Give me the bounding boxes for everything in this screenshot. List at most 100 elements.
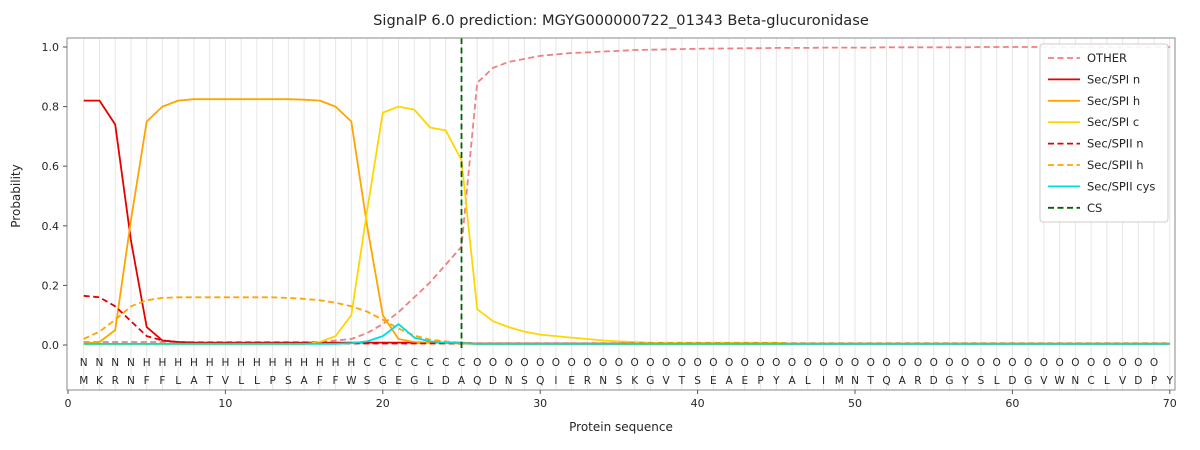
region-letter: H	[221, 357, 229, 369]
region-letter: O	[552, 357, 560, 369]
sequence-letter: R	[112, 375, 119, 387]
region-letter: O	[693, 357, 701, 369]
region-letter: H	[316, 357, 324, 369]
region-letter: O	[930, 357, 938, 369]
region-letter: O	[473, 357, 481, 369]
region-letter: O	[520, 357, 528, 369]
region-letter: C	[411, 357, 418, 369]
sequence-letter: G	[379, 375, 387, 387]
region-letter: O	[819, 357, 827, 369]
sequence-letter: N	[127, 375, 135, 387]
sequence-letter: F	[333, 375, 339, 387]
region-letter: O	[1024, 357, 1032, 369]
sequence-letter: M	[79, 375, 88, 387]
sequence-letter: I	[554, 375, 557, 387]
y-axis-label: Probability	[9, 164, 23, 227]
region-letter: H	[143, 357, 151, 369]
series-sec-spi-n	[83, 99, 1170, 345]
sequence-letter: L	[175, 375, 181, 387]
region-letter: N	[96, 357, 104, 369]
sequence-letter: T	[678, 375, 686, 387]
sequence-letter: R	[914, 375, 921, 387]
sequence-letter: K	[631, 375, 639, 387]
x-tick-label: 40	[691, 397, 705, 410]
region-letter: O	[615, 357, 623, 369]
legend-label: Sec/SPII n	[1087, 137, 1144, 151]
sequence-letter: A	[788, 375, 796, 387]
region-letter: O	[772, 357, 780, 369]
region-letter: H	[269, 357, 277, 369]
x-tick-label: 20	[376, 397, 390, 410]
region-letter: H	[237, 357, 245, 369]
chart-title: SignalP 6.0 prediction: MGYG000000722_01…	[373, 12, 869, 29]
sequence-letter: D	[930, 375, 938, 387]
sequence-letter: S	[616, 375, 623, 387]
region-letter: N	[80, 357, 88, 369]
plot-frame	[66, 37, 1176, 391]
sequence-letter: N	[1071, 375, 1079, 387]
region-letter: C	[426, 357, 433, 369]
legend-label: Sec/SPI h	[1087, 94, 1140, 108]
sequence-letter: F	[144, 375, 150, 387]
region-letter: O	[977, 357, 985, 369]
legend-label: Sec/SPII cys	[1087, 179, 1155, 193]
sequence-letter: Q	[882, 375, 890, 387]
sequence-letter: S	[694, 375, 701, 387]
plot-area: 0.00.20.40.60.81.00 10 20 30 40 50 60 70N N N N H H H…	[42, 37, 1177, 410]
sequence-letter: A	[725, 375, 733, 387]
region-letter: C	[442, 357, 449, 369]
y-tick-label: 0.8	[42, 101, 60, 114]
region-letter: C	[363, 357, 370, 369]
sequence-letter: S	[521, 375, 528, 387]
legend-label: OTHER	[1087, 51, 1127, 65]
sequence-letter: Q	[473, 375, 481, 387]
region-letter: O	[646, 357, 654, 369]
x-tick-label: 50	[848, 397, 862, 410]
series-sec-spi-h	[83, 98, 1170, 346]
sequence-letter: E	[710, 375, 717, 387]
region-letter: O	[835, 357, 843, 369]
sequence-letter: S	[978, 375, 985, 387]
x-tick-label: 60	[1005, 397, 1019, 410]
region-letter: O	[725, 357, 733, 369]
sequence-letter: G	[410, 375, 418, 387]
region-letter: O	[568, 357, 576, 369]
region-letter: H	[158, 357, 166, 369]
sequence-letter: Y	[1166, 375, 1174, 387]
region-letter: O	[1118, 357, 1126, 369]
sequence-letter: E	[395, 375, 402, 387]
region-letter: O	[1134, 357, 1142, 369]
series-sec-spi-c	[83, 105, 1170, 346]
y-tick-label: 0.0	[42, 339, 60, 352]
region-letter: H	[332, 357, 340, 369]
sequence-letter: A	[190, 375, 198, 387]
sequence-letter: D	[442, 375, 450, 387]
region-letter: O	[662, 357, 670, 369]
sequence-letter: P	[757, 375, 763, 387]
region-letter: C	[379, 357, 386, 369]
region-letter: H	[347, 357, 355, 369]
region-letter: O	[1040, 357, 1048, 369]
legend-label: Sec/SPI n	[1087, 72, 1140, 86]
region-letter: O	[961, 357, 969, 369]
region-letter: N	[111, 357, 119, 369]
sequence-letter: N	[599, 375, 607, 387]
region-letter: O	[1103, 357, 1111, 369]
sequence-letter: T	[205, 375, 213, 387]
sequence-letter: W	[1054, 375, 1065, 387]
region-letter: O	[536, 357, 544, 369]
region-letter: O	[993, 357, 1001, 369]
sequence-letter: W	[346, 375, 357, 387]
y-tick-label: 0.4	[42, 220, 60, 233]
region-letter: H	[253, 357, 261, 369]
sequence-letter: E	[568, 375, 575, 387]
legend-box	[1039, 43, 1169, 223]
sequence-letter: G	[945, 375, 953, 387]
region-letter: H	[300, 357, 308, 369]
sequence-letter: D	[1134, 375, 1142, 387]
x-tick-label: 0	[65, 397, 72, 410]
x-tick-label: 10	[218, 397, 232, 410]
sequence-letter: A	[458, 375, 466, 387]
